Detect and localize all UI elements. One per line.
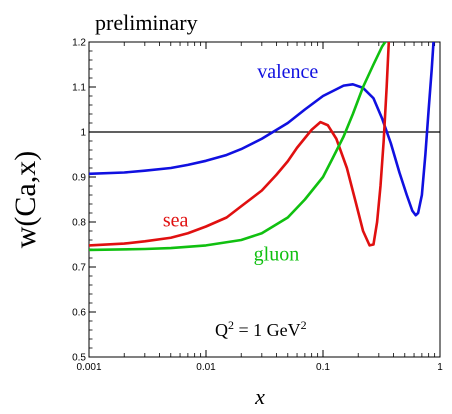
series-line-gluon — [89, 42, 387, 252]
y-tick-label: 0.7 — [72, 263, 86, 274]
y-tick-label: 0.9 — [72, 173, 86, 184]
series-line-sea — [89, 42, 391, 247]
q2-annotation: Q2 = 1 GeV2 — [215, 318, 307, 340]
x-axis-label: x — [254, 384, 265, 409]
series-label-layer: valence sea gluon — [163, 61, 319, 265]
y-tick-label: 1.1 — [72, 83, 86, 94]
series-label-valence: valence — [257, 61, 318, 83]
series-layer — [89, 42, 435, 252]
chart-title: preliminary — [95, 10, 198, 35]
y-tick-label: 0.8 — [72, 218, 86, 229]
y-tick-label: 0.5 — [72, 353, 86, 364]
series-line-valence — [89, 42, 435, 217]
plot-frame — [88, 41, 441, 358]
series-label-gluon: gluon — [254, 243, 300, 265]
y-tick-label: 1.2 — [72, 38, 86, 49]
y-tick-label: 1 — [80, 128, 86, 139]
x-tick-label: 0.001 — [76, 362, 101, 373]
series-label-sea: sea — [163, 210, 189, 232]
x-tick-label: 0.01 — [196, 362, 216, 373]
x-tick-label: 0.1 — [316, 362, 330, 373]
axes: 0.5 0.6 0.7 0.8 0.9 1 1.1 1.2 0.001 0.01 0.1 1 — [72, 38, 443, 374]
x-tick-label: 1 — [437, 362, 443, 373]
y-tick-label: 0.6 — [72, 308, 86, 319]
y-axis-label: w(Ca,x) — [9, 151, 42, 248]
